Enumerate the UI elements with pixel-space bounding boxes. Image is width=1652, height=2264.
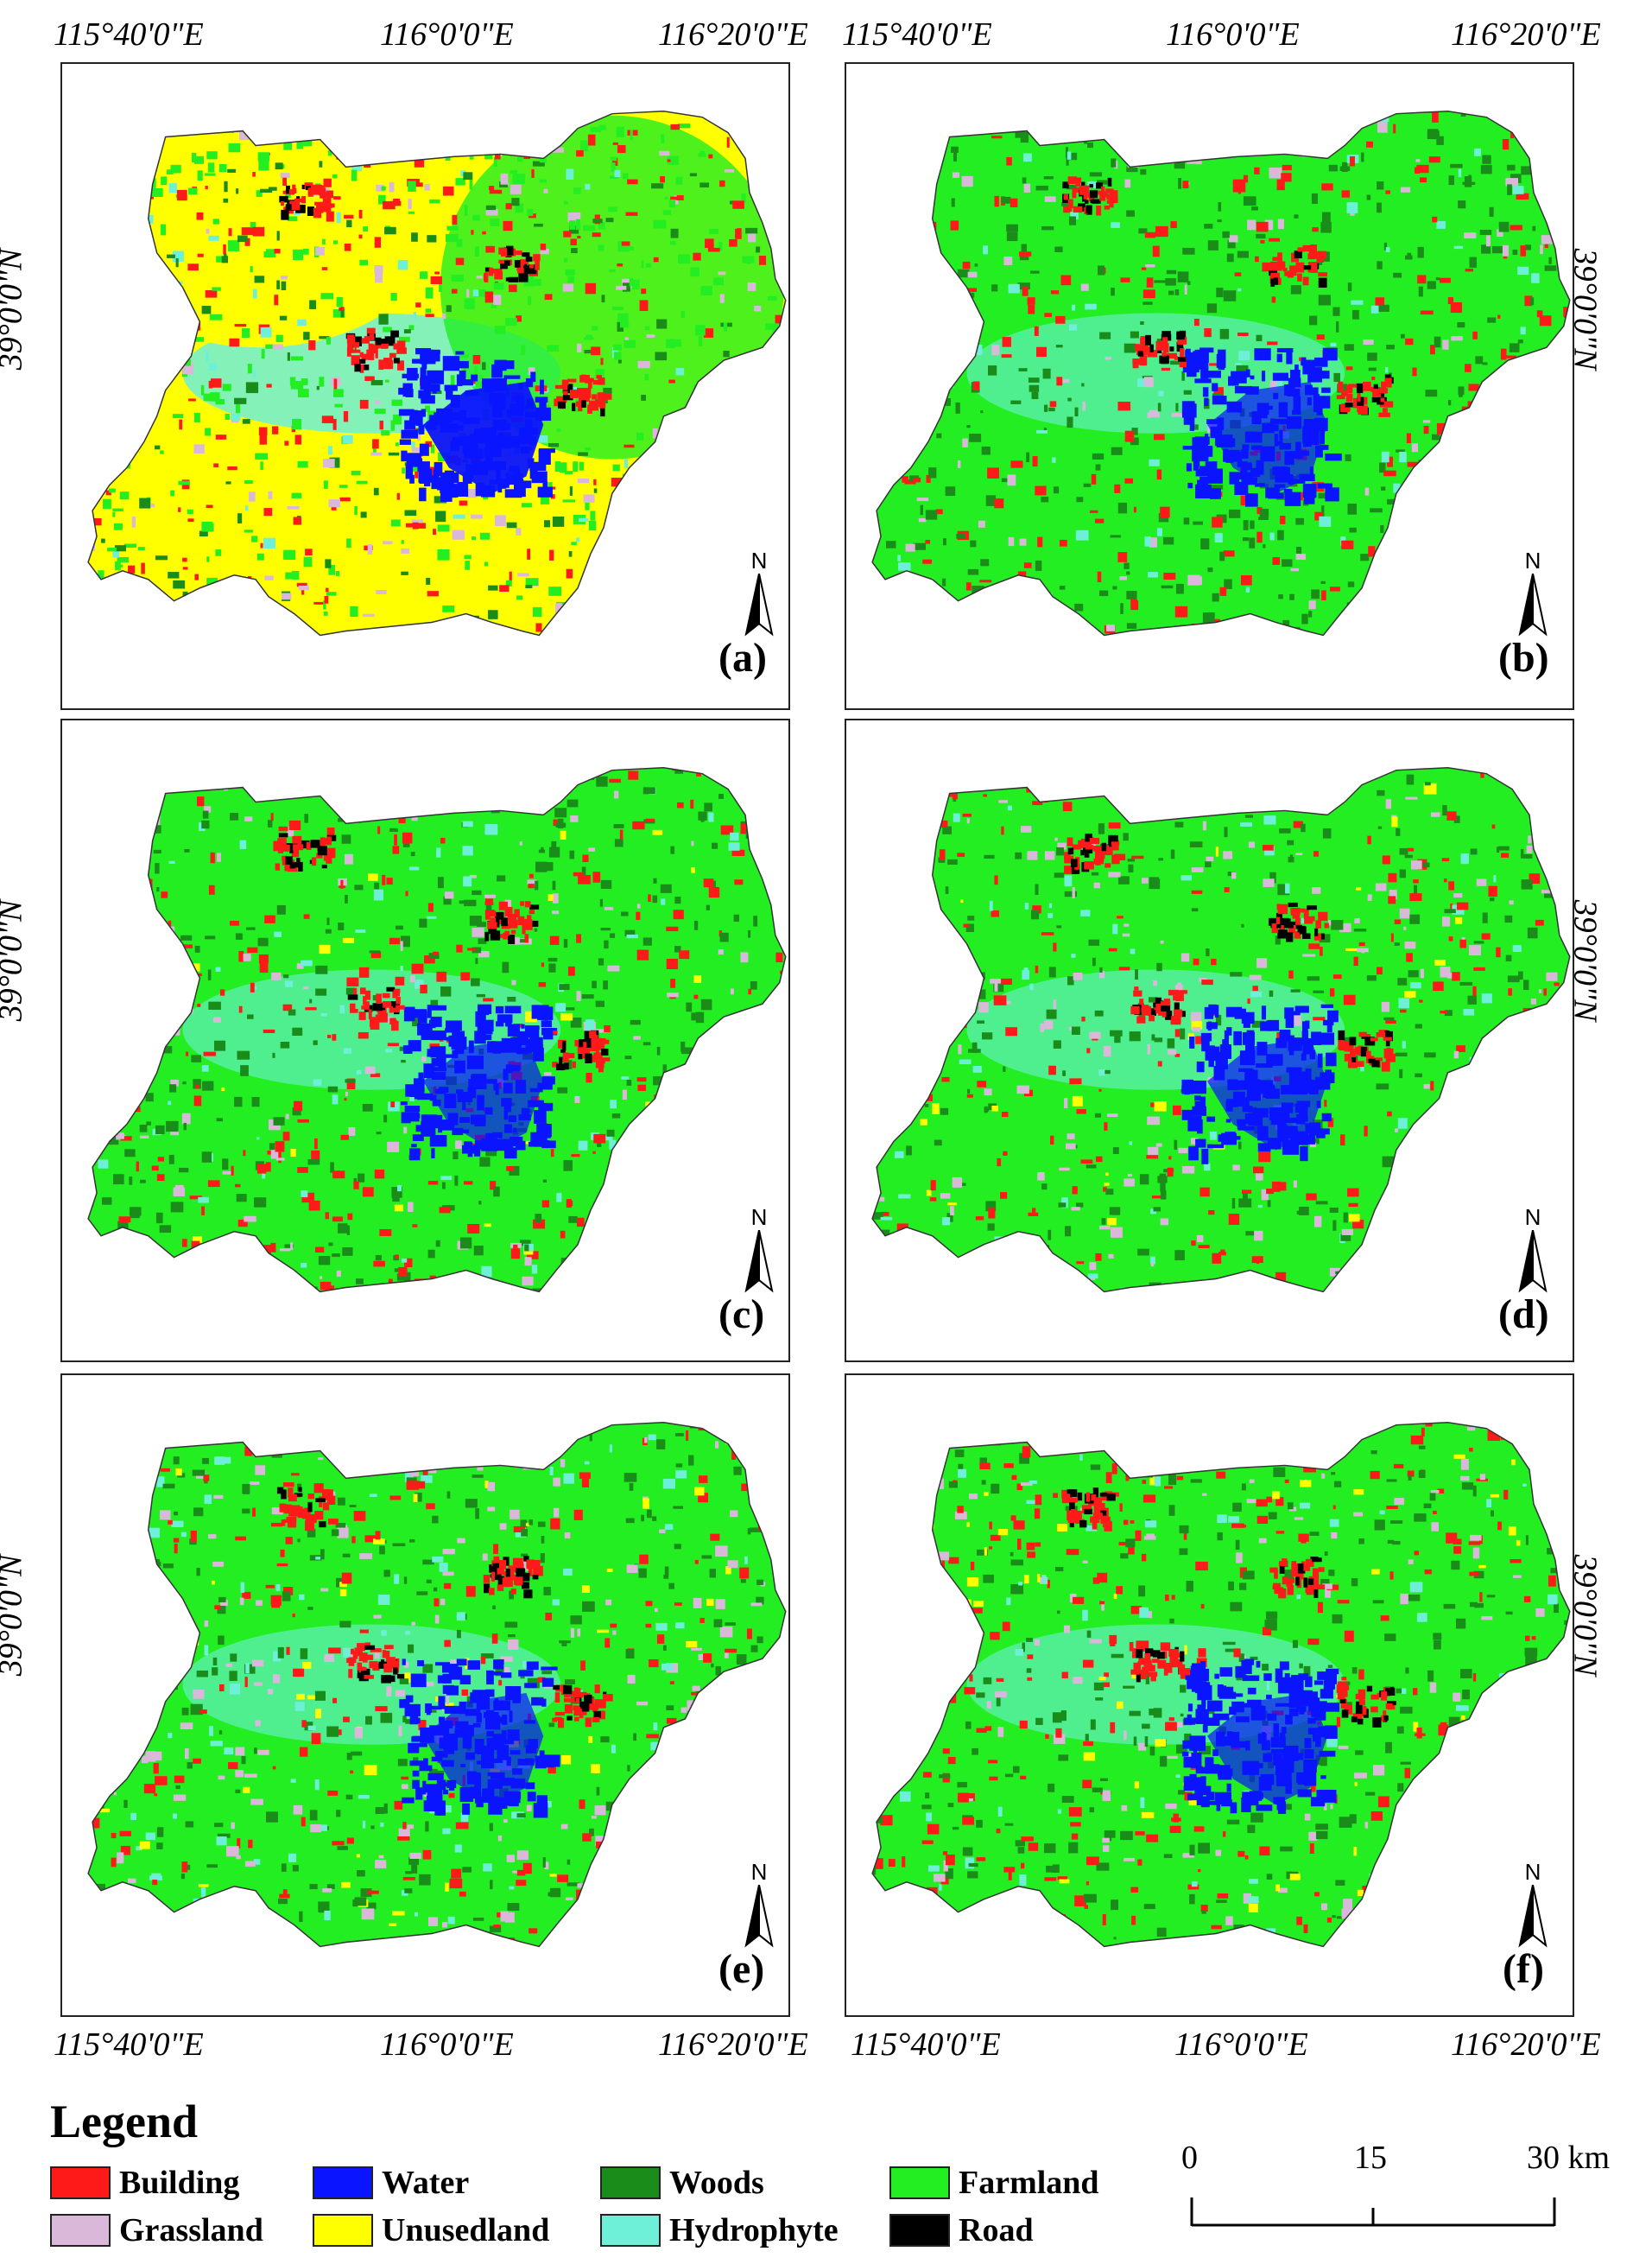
left-lat-label-2: 39°0'0"N [0,899,29,1022]
map-panel-b: N (b) [845,62,1574,710]
map-panel-e: N (e) [60,1373,790,2017]
top-lon-label-b1: 115°40'0"E [842,16,992,53]
legend-title: Legend [50,2096,199,2147]
legend-swatch [600,2166,661,2199]
legend-label: Road [959,2212,1034,2248]
map-panel-c: N (c) [60,719,790,1362]
legend-label: Water [382,2165,470,2201]
north-arrow-icon: N [1511,1859,1554,1954]
legend-swatch [889,2166,950,2199]
top-lon-label-a3: 116°20'0"E [658,16,808,53]
legend-label: Woods [669,2165,764,2201]
bottom-lon-label-f2: 116°0'0"E [1174,2026,1308,2063]
scale-label-15: 15 [1354,2140,1387,2176]
north-arrow-icon: N [1511,1204,1554,1299]
north-arrow-icon: N [737,548,781,643]
top-lon-label-a2: 116°0'0"E [380,16,514,53]
land-use-map-b [871,110,1571,637]
left-lat-label-1: 39°0'0"N [0,248,29,371]
scale-label-0: 0 [1181,2140,1198,2176]
land-use-map-e [87,1421,787,1948]
legend-item-building: Building [50,2164,239,2202]
panel-label-f: (f) [1503,1946,1544,1992]
legend-swatch [50,2214,111,2247]
top-lon-label-b2: 116°0'0"E [1166,16,1300,53]
land-use-map-f [871,1421,1571,1948]
north-letter: N [750,548,768,574]
legend-label: Hydrophyte [669,2212,839,2248]
legend-item-woods: Woods [600,2164,764,2202]
north-arrow-icon: N [1511,548,1554,643]
panel-label-c: (c) [718,1291,765,1337]
legend-label: Farmland [959,2165,1099,2201]
bottom-lon-label-e2: 116°0'0"E [380,2026,514,2063]
land-use-map-c [87,766,787,1293]
north-letter: N [750,1204,768,1230]
map-panel-d: N (d) [845,719,1574,1362]
panel-label-e: (e) [718,1946,765,1992]
legend-item-grassland: Grassland [50,2211,263,2249]
scale-bar-line [1190,2197,1556,2227]
legend-label: Building [119,2165,240,2201]
land-use-map-a [87,110,787,637]
panel-label-b: (b) [1498,635,1549,681]
north-arrow-icon: N [737,1859,781,1954]
land-use-map-d [871,766,1571,1293]
bottom-lon-label-e1: 115°40'0"E [54,2026,204,2063]
legend-label: Grassland [119,2212,263,2248]
legend-item-road: Road [889,2211,1034,2249]
top-lon-label-a1: 115°40'0"E [54,16,204,53]
scale-bar: 0 15 30 km [1181,2139,1610,2251]
north-arrow-icon: N [737,1204,781,1299]
bottom-lon-label-f1: 115°40'0"E [851,2026,1001,2063]
legend-item-unusedland: Unusedland [313,2211,549,2249]
legend-item-water: Water [313,2164,469,2202]
legend-swatch [600,2214,661,2247]
bottom-lon-label-f3: 116°20'0"E [1451,2026,1601,2063]
bottom-lon-label-e3: 116°20'0"E [658,2026,808,2063]
north-letter: N [750,1859,768,1885]
legend-label: Unusedland [382,2212,550,2248]
map-panel-f: N (f) [845,1373,1574,2017]
north-letter: N [1524,1859,1541,1885]
legend-swatch [313,2214,373,2247]
scale-label-30: 30 km [1527,2140,1611,2176]
legend-swatch [889,2214,950,2247]
north-letter: N [1524,1204,1541,1230]
panel-label-a: (a) [718,635,767,681]
top-lon-label-b3: 116°20'0"E [1451,16,1601,53]
panel-label-d: (d) [1498,1291,1549,1337]
north-letter: N [1524,548,1541,574]
legend-swatch [50,2166,111,2199]
map-panel-a: N (a) [60,62,790,710]
legend-swatch [313,2166,373,2199]
left-lat-label-3: 39°0'0"N [0,1554,29,1677]
legend-item-hydrophyte: Hydrophyte [600,2211,839,2249]
legend-item-farmland: Farmland [889,2164,1099,2202]
